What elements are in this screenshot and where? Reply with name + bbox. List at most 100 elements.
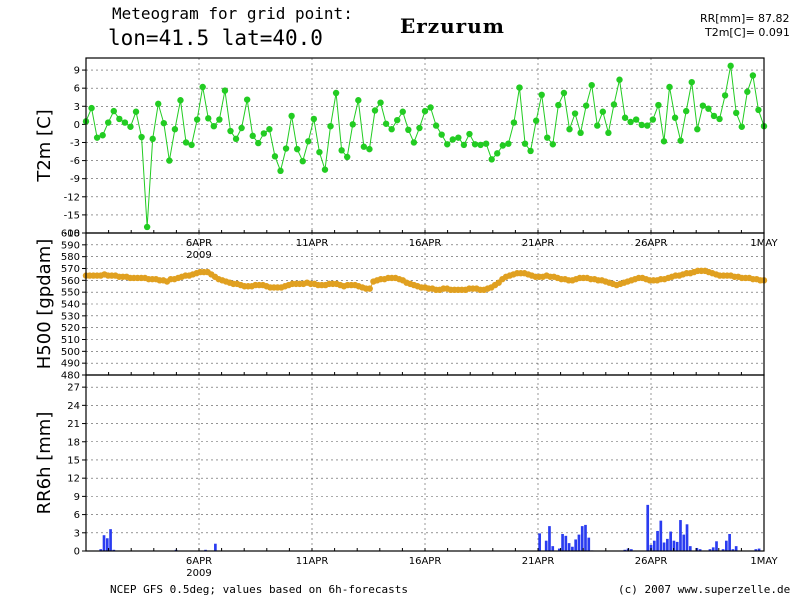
t2m-point <box>416 124 423 132</box>
rr6h-bar <box>731 549 735 551</box>
x-tick-label: 1MAY <box>750 238 778 249</box>
t2m-point <box>421 107 429 115</box>
t2m-point <box>199 83 206 91</box>
rr6h-bar <box>630 549 633 551</box>
rr6h-y-tick-label: 27 <box>67 383 80 394</box>
t2m-point <box>88 104 95 112</box>
rr6h-bar <box>715 541 718 551</box>
t2m-point <box>99 132 106 139</box>
rr6h-bar <box>688 546 692 551</box>
t2m-point <box>727 62 734 70</box>
rr6h-bar <box>557 548 561 551</box>
t2m-y-tick-label: -6 <box>70 156 80 167</box>
x-tick-label: 26APR <box>635 238 668 249</box>
t2m-point <box>571 110 579 117</box>
rr6h-bar <box>112 549 116 551</box>
x-tick-label: 1MAY <box>750 556 778 567</box>
rr6h-y-tick-label: 24 <box>67 401 80 412</box>
t2m-point <box>382 120 390 127</box>
t2m-point <box>755 106 762 114</box>
t2m-point <box>588 81 595 89</box>
t2m-point <box>705 105 712 112</box>
rr6h-bar <box>721 549 725 551</box>
t2m-point <box>499 142 507 149</box>
t2m-point <box>582 102 590 109</box>
t2m-point <box>282 145 290 152</box>
t2m-point <box>549 141 557 148</box>
t2m-point <box>544 134 551 141</box>
t2m-point <box>93 134 101 141</box>
t2m-point <box>188 141 195 149</box>
x-tick-label: 26APR <box>635 556 668 567</box>
rr6h-bar <box>551 546 555 551</box>
title-line-2: lon=41.5 lat=40.0 <box>108 26 323 50</box>
t2m-point <box>121 119 129 126</box>
h500-y-tick-label: 580 <box>61 252 80 263</box>
t2m-point <box>627 118 634 126</box>
t2m-point <box>332 89 340 97</box>
h500-y-tick-label: 540 <box>61 300 80 311</box>
title-line-1: Meteogram for grid point: <box>112 4 353 23</box>
h500-y-tick-label: 570 <box>61 264 80 275</box>
location-title: Erzurum <box>400 14 505 38</box>
rr6h-bar <box>564 535 568 551</box>
t2m-point <box>143 223 151 231</box>
rr6h-bar <box>666 538 669 551</box>
t2m-point <box>716 115 723 123</box>
rr6h-bar <box>682 534 686 551</box>
t2m-y-tick-label: -9 <box>70 174 80 185</box>
t2m-y-tick-label: 9 <box>74 66 80 77</box>
rr6h-bar <box>109 529 112 551</box>
t2m-point <box>466 130 473 138</box>
t2m-point <box>410 139 418 146</box>
t2m-point <box>321 166 329 173</box>
t2m-point <box>555 101 562 109</box>
t2m-point <box>721 92 729 99</box>
rr6h-bar <box>105 538 109 551</box>
rr6h-bar <box>672 540 676 551</box>
rr6h-bar <box>561 534 564 551</box>
t2m-point <box>355 97 362 104</box>
t2m-point <box>371 107 379 114</box>
t2m-point <box>532 117 540 124</box>
t2m-point <box>299 157 306 165</box>
t2m-y-tick-label: -12 <box>64 192 80 203</box>
t2m-point <box>616 76 623 83</box>
t2m-point <box>666 83 673 91</box>
t2m-point <box>610 101 618 108</box>
x-tick-label: 21APR <box>522 556 555 567</box>
t2m-point <box>288 112 295 120</box>
t2m-point <box>232 135 240 143</box>
rr6h-bar <box>669 531 672 551</box>
t2m-point <box>599 108 607 115</box>
rr6h-y-tick-label: 3 <box>74 528 80 539</box>
h500-y-tick-label: 510 <box>61 335 80 346</box>
t2m-point <box>632 116 640 123</box>
t2m-series-line <box>85 65 765 227</box>
t2m-point <box>594 122 601 129</box>
t2m-y-tick-label: 0 <box>74 120 80 131</box>
rr6h-bar <box>538 533 541 551</box>
t2m-point <box>171 126 179 133</box>
t2m-point <box>360 143 368 150</box>
t2m-point <box>343 153 351 161</box>
rr6h-bar <box>623 549 627 551</box>
rr6h-y-tick-label: 12 <box>67 474 80 485</box>
rr6h-bar <box>584 524 587 551</box>
t2m-point <box>338 147 345 154</box>
rr6h-bar <box>577 534 581 551</box>
t2m-point <box>644 122 651 129</box>
rr6h-bar <box>662 542 666 551</box>
t2m-point <box>427 104 434 111</box>
rr6h-bar <box>571 546 574 551</box>
t2m-point <box>227 127 234 135</box>
t2m-point <box>471 141 479 148</box>
t2m-point <box>366 145 373 153</box>
h500-point <box>366 285 373 292</box>
rr6h-bar <box>728 534 731 551</box>
t2m-point <box>577 129 584 137</box>
x-tick-label: 16APR <box>409 556 442 567</box>
x-tick-label: 11APR <box>296 238 329 249</box>
rr6h-y-tick-label: 9 <box>74 492 80 503</box>
